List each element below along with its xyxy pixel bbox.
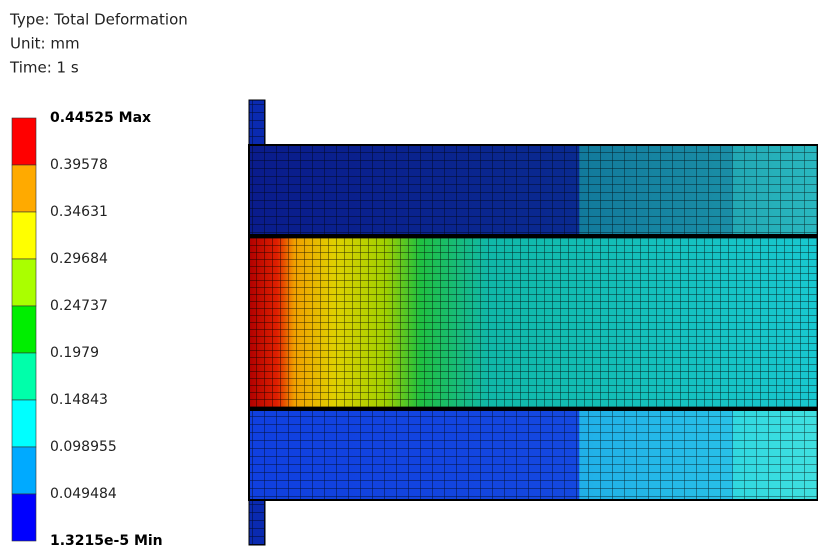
- screenshot: Type: Total Deformation Unit: mm Time: 1…: [0, 0, 818, 551]
- legend-label: 0.24737: [50, 298, 108, 314]
- legend-label: 0.44525 Max: [50, 110, 151, 126]
- legend-band: [12, 306, 36, 353]
- legend-label: 0.14843: [50, 392, 108, 408]
- mesh: [249, 410, 818, 500]
- legend-band: [12, 118, 36, 165]
- legend: 0.44525 Max 0.39578 0.34631 0.29684 0.24737 0…: [12, 110, 163, 549]
- legend-label: 0.34631: [50, 204, 108, 220]
- legend-band: [12, 447, 36, 494]
- legend-band: [12, 494, 36, 541]
- result-type: Type: Total Deformation: [9, 11, 188, 29]
- model: [249, 100, 818, 545]
- legend-band: [12, 212, 36, 259]
- legend-label: 1.3215e-5 Min: [50, 533, 163, 549]
- legend-band: [12, 353, 36, 400]
- legend-label: 0.39578: [50, 157, 108, 173]
- legend-label: 0.098955: [50, 439, 117, 455]
- legend-band: [12, 165, 36, 212]
- legend-label: 0.049484: [50, 486, 117, 502]
- legend-band: [12, 259, 36, 306]
- legend-band: [12, 400, 36, 447]
- mesh: [249, 237, 818, 408]
- result-unit: Unit: mm: [10, 35, 80, 53]
- result-view: Type: Total Deformation Unit: mm Time: 1…: [0, 0, 818, 551]
- legend-label: 0.1979: [50, 345, 99, 361]
- legend-label: 0.29684: [50, 251, 108, 267]
- mesh: [249, 145, 818, 235]
- result-time: Time: 1 s: [9, 59, 79, 77]
